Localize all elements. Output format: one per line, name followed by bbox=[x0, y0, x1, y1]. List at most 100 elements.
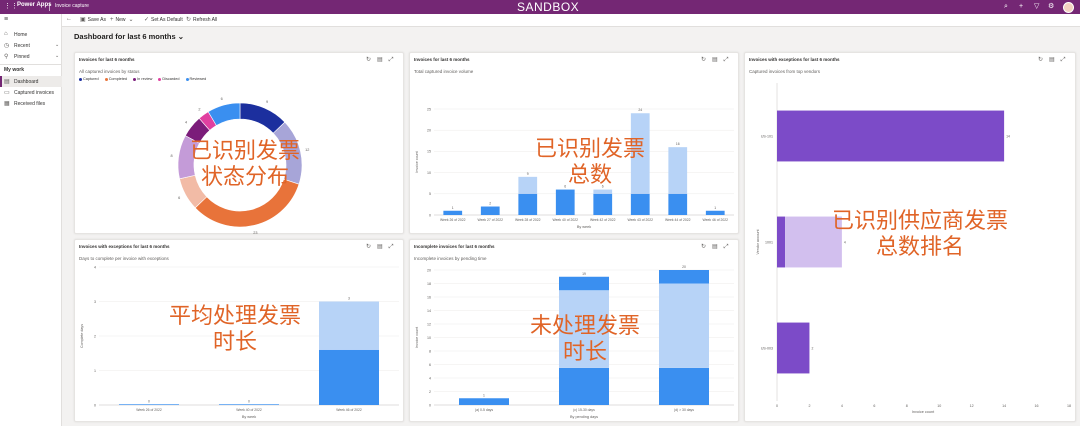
chart-title: Days to complete per invoice with except… bbox=[79, 256, 169, 261]
x-tick-label: Week 40 of 2022 bbox=[236, 408, 262, 412]
chevron-down-icon: ⌄ bbox=[128, 17, 134, 23]
legend-item[interactable]: Completed bbox=[104, 77, 128, 81]
y-axis-label: Invoice count bbox=[415, 151, 419, 172]
save-as-button[interactable]: ▣ Save As bbox=[80, 16, 106, 23]
bar[interactable] bbox=[559, 290, 609, 368]
bar[interactable] bbox=[630, 193, 650, 215]
refresh-chart-icon[interactable]: ↻ bbox=[1038, 57, 1044, 63]
pin-icon: ⚲ bbox=[4, 54, 9, 60]
refresh-chart-icon[interactable]: ↻ bbox=[701, 244, 707, 250]
legend-item[interactable]: Captured bbox=[79, 77, 99, 81]
bar[interactable] bbox=[319, 301, 379, 350]
bar[interactable] bbox=[559, 276, 609, 291]
bar-data-label: 20 bbox=[682, 265, 686, 269]
bar[interactable] bbox=[777, 322, 810, 374]
x-tick-label: 4 bbox=[841, 404, 843, 408]
refresh-chart-icon[interactable]: ↻ bbox=[701, 57, 707, 63]
y-tick-label: 15 bbox=[427, 150, 431, 154]
y-tick-label: 10 bbox=[427, 171, 431, 175]
bar[interactable] bbox=[555, 189, 575, 215]
bar[interactable] bbox=[219, 404, 279, 405]
bar[interactable] bbox=[668, 193, 688, 215]
x-tick-label: Week 27 of 2022 bbox=[477, 218, 503, 222]
bar-data-label: 0 bbox=[148, 399, 150, 403]
card-title: Invoices for last 6 months bbox=[414, 57, 470, 62]
x-axis-label: By pending days bbox=[570, 415, 598, 419]
y-tick-label: 25 bbox=[427, 107, 431, 111]
app-name[interactable]: Invoice capture bbox=[55, 3, 89, 9]
legend-item[interactable]: Reviewed bbox=[185, 77, 206, 81]
view-records-icon[interactable]: ▤ bbox=[377, 244, 383, 250]
legend-item[interactable]: Discarded bbox=[158, 77, 179, 81]
bar[interactable] bbox=[518, 176, 538, 194]
nav-item-received-files[interactable]: ▦ Received files bbox=[0, 98, 62, 109]
nav-item-recent[interactable]: ◷ Recent ⌄ bbox=[0, 40, 62, 51]
back-button[interactable]: ← bbox=[66, 16, 74, 22]
legend-item[interactable]: In review bbox=[133, 77, 152, 81]
bar[interactable] bbox=[443, 210, 463, 215]
bar[interactable] bbox=[705, 210, 725, 215]
annotation-line-2: 时长 bbox=[562, 340, 607, 365]
x-tick-label: 18 bbox=[1067, 404, 1071, 408]
legend-label: Completed bbox=[108, 77, 128, 81]
hamburger-menu-icon[interactable]: ≡ bbox=[4, 16, 9, 23]
bar[interactable] bbox=[593, 193, 613, 215]
expand-icon[interactable]: ⤢ bbox=[388, 244, 394, 250]
new-button[interactable]: + New ⌄ bbox=[110, 16, 136, 23]
page-title: Dashboard for last 6 months bbox=[74, 32, 176, 41]
chart-title: Total captured invoice volume bbox=[414, 69, 474, 74]
donut-slice[interactable] bbox=[207, 102, 241, 126]
bar[interactable] bbox=[785, 216, 842, 268]
settings-icon[interactable]: ⚙ bbox=[1048, 3, 1055, 10]
bar[interactable] bbox=[559, 367, 609, 405]
nav-item-label: Received files bbox=[14, 101, 46, 107]
chart-card-pending-time: Incomplete invoices for last 6 months ↻ ▤… bbox=[409, 239, 739, 422]
add-icon[interactable]: + bbox=[1019, 3, 1024, 10]
card-title: Invoices with exceptions for last 6 mont… bbox=[79, 244, 170, 249]
app-launcher-icon[interactable]: ⋮⋮ bbox=[4, 3, 18, 10]
bar[interactable] bbox=[319, 349, 379, 405]
annotation-line-2: 状态分布 bbox=[200, 165, 289, 190]
bar[interactable] bbox=[119, 404, 179, 405]
expand-icon[interactable]: ⤢ bbox=[723, 244, 729, 250]
bar[interactable] bbox=[659, 283, 709, 368]
view-records-icon[interactable]: ▤ bbox=[712, 244, 718, 250]
refresh-chart-icon[interactable]: ↻ bbox=[366, 57, 372, 63]
nav-item-dashboard[interactable]: ▤ Dashboard bbox=[0, 76, 62, 87]
y-tick-label: 4 bbox=[429, 376, 431, 380]
view-records-icon[interactable]: ▤ bbox=[1049, 57, 1055, 63]
home-icon: ⌂ bbox=[4, 31, 8, 37]
brand-name[interactable]: Power Apps bbox=[17, 2, 52, 8]
set-as-default-button[interactable]: ✓ Set As Default bbox=[144, 16, 183, 23]
bar[interactable] bbox=[459, 398, 509, 405]
y-tick-label: 3 bbox=[94, 300, 96, 304]
bar[interactable] bbox=[659, 367, 709, 405]
refresh-chart-icon[interactable]: ↻ bbox=[366, 244, 372, 250]
search-icon[interactable]: ⌕ bbox=[1004, 3, 1008, 10]
expand-icon[interactable]: ⤢ bbox=[388, 57, 394, 63]
user-avatar[interactable] bbox=[1063, 2, 1074, 13]
bar[interactable] bbox=[777, 216, 786, 268]
bar[interactable] bbox=[518, 193, 538, 215]
refresh-all-button[interactable]: ↻ Refresh All bbox=[186, 16, 217, 23]
bar[interactable] bbox=[593, 189, 613, 194]
view-records-icon[interactable]: ▤ bbox=[712, 57, 718, 63]
nav-item-captured-invoices[interactable]: ▭ Captured invoices bbox=[0, 87, 62, 98]
dashboard-selector[interactable]: Dashboard for last 6 months ⌄ bbox=[74, 32, 184, 41]
bar[interactable] bbox=[668, 147, 688, 194]
expand-icon[interactable]: ⤢ bbox=[1060, 57, 1066, 63]
bar[interactable] bbox=[777, 110, 1005, 162]
nav-group-label: My work bbox=[4, 67, 25, 73]
bar[interactable] bbox=[659, 270, 709, 284]
nav-item-pinned[interactable]: ⚲ Pinned ⌄ bbox=[0, 51, 62, 62]
view-records-icon[interactable]: ▤ bbox=[377, 57, 383, 63]
bar[interactable] bbox=[480, 206, 500, 215]
back-arrow-icon: ← bbox=[66, 16, 72, 22]
nav-item-home[interactable]: ⌂ Home bbox=[0, 29, 62, 40]
annotation-line-1: 已识别供应商发票 bbox=[831, 209, 1008, 234]
y-axis-label: Complete days bbox=[80, 324, 84, 348]
bar[interactable] bbox=[630, 113, 650, 194]
expand-icon[interactable]: ⤢ bbox=[723, 57, 729, 63]
filter-icon[interactable]: ▽ bbox=[1034, 3, 1040, 10]
chevron-down-icon: ⌄ bbox=[55, 53, 60, 59]
